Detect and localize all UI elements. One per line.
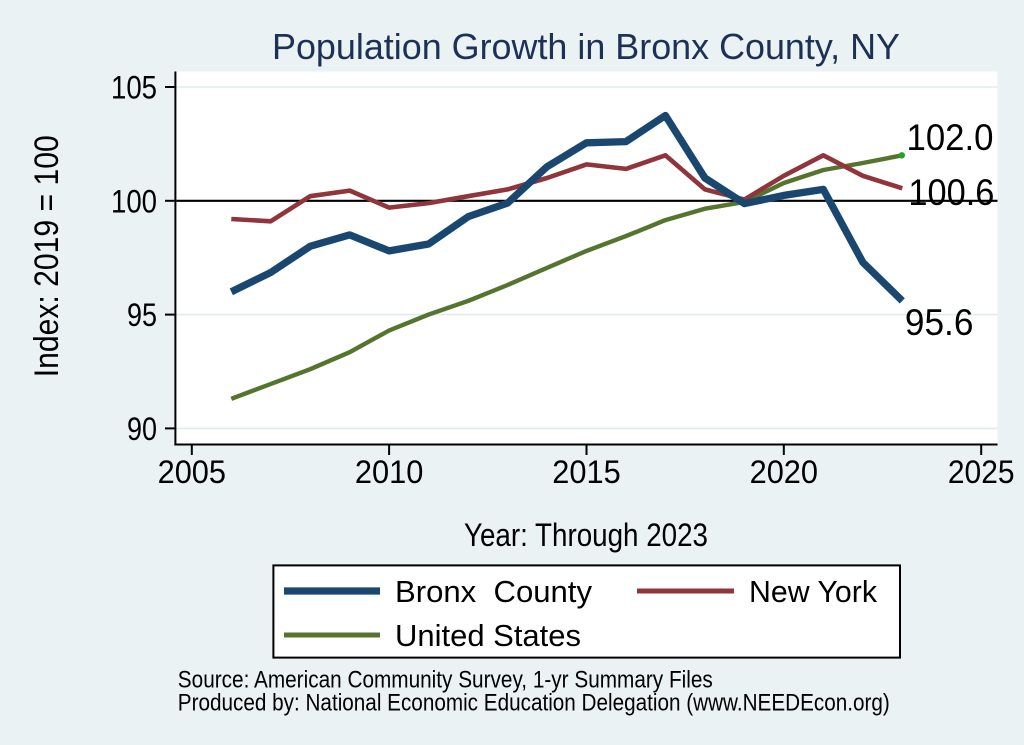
svg-text:Produced by: National Economic: Produced by: National Economic Education… — [178, 690, 890, 717]
svg-text:100.6: 100.6 — [908, 172, 994, 213]
svg-text:100: 100 — [111, 183, 157, 219]
svg-text:2010: 2010 — [355, 454, 423, 490]
svg-text:2025: 2025 — [948, 454, 1015, 490]
svg-text:95: 95 — [127, 297, 157, 333]
svg-text:New York: New York — [749, 574, 877, 609]
svg-text:2015: 2015 — [552, 454, 620, 490]
svg-text:105: 105 — [111, 70, 157, 106]
svg-text:102.0: 102.0 — [907, 117, 994, 158]
svg-text:Year: Through 2023: Year: Through 2023 — [464, 517, 708, 553]
svg-text:United States: United States — [395, 618, 581, 653]
svg-text:Population Growth in Bronx Cou: Population Growth in Bronx County, NY — [272, 26, 900, 67]
svg-text:2005: 2005 — [158, 454, 226, 490]
svg-text:95.6: 95.6 — [905, 302, 974, 343]
svg-text:2020: 2020 — [750, 454, 818, 490]
svg-text:Bronx County: Bronx County — [395, 574, 592, 609]
svg-text:90: 90 — [127, 411, 157, 447]
svg-text:Source: American Community Sur: Source: American Community Survey, 1-yr … — [178, 667, 713, 694]
svg-text:Index: 2019 = 100: Index: 2019 = 100 — [28, 135, 66, 377]
